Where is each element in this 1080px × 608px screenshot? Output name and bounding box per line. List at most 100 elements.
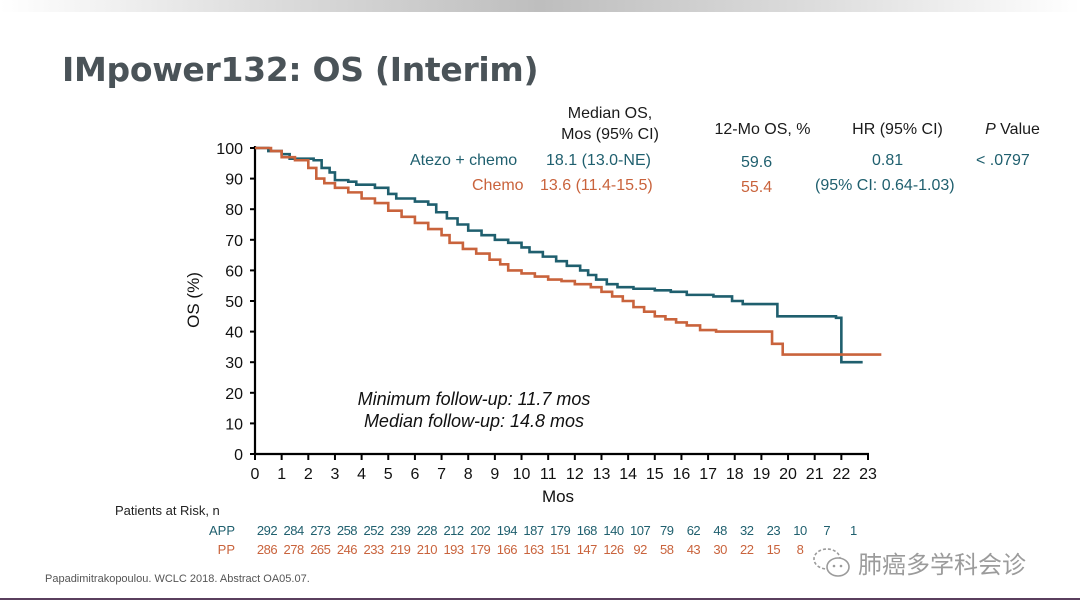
risk-value-pp: 233 [363,542,384,557]
atezo-12mo-os: 59.6 [741,154,773,171]
atezo-median-os: 18.1 (13.0-NE) [546,152,651,169]
risk-label-app: APP [208,523,235,538]
x-tick-label: 8 [464,466,473,483]
risk-value-app: 228 [416,523,438,538]
y-tick-label: 0 [234,447,243,464]
y-tick-label: 80 [225,202,243,219]
risk-value-app: 273 [310,523,331,538]
hr-ci: (95% CI: 0.64-1.03) [815,177,955,194]
risk-value-pp: 151 [550,542,571,557]
risk-value-app: 62 [686,523,701,538]
watermark: 肺癌多学科会诊 [812,545,1026,580]
risk-value-app: 79 [660,523,674,538]
risk-value-pp: 126 [603,542,624,557]
x-tick-label: 1 [277,466,286,483]
min-follow-up: Minimum follow-up: 11.7 mos [357,389,591,409]
x-tick-label: 3 [331,466,340,483]
risk-value-app: 258 [336,523,358,538]
x-tick-label: 2 [304,466,313,483]
risk-value-app: 212 [443,523,464,538]
risk-value-app: 32 [740,523,754,538]
risk-value-pp: 22 [740,542,754,557]
risk-value-app: 1 [849,523,857,538]
risk-value-app: 10 [793,523,807,538]
risk-value-pp: 265 [310,542,331,557]
risk-value-pp: 219 [390,542,411,557]
x-tick-label: 14 [619,466,637,483]
risk-value-pp: 166 [496,542,518,557]
p-value: < .0797 [976,152,1030,169]
header-p-italic: P [985,121,996,138]
chemo-median-os: 13.6 (11.4-15.5) [540,177,653,194]
x-tick-label: 23 [859,466,877,483]
follow-up-annotation: Minimum follow-up: 11.7 mos Median follo… [324,388,624,432]
header-median-os: Median OS, Mos (95% CI) [545,103,675,145]
risk-value-app: 194 [496,523,518,538]
x-tick-label: 22 [832,466,850,483]
risk-value-pp: 43 [686,542,701,557]
citation: Papadimitrakopoulou. WCLC 2018. Abstract… [45,573,310,585]
x-tick-label: 6 [410,466,419,483]
risk-value-pp: 278 [283,542,305,557]
y-tick-label: 30 [225,355,243,372]
risk-value-app: 168 [576,523,598,538]
risk-value-pp: 30 [713,542,727,557]
header-p-value: P Value [975,119,1050,140]
x-tick-label: 21 [806,466,824,483]
risk-value-pp: 163 [523,542,544,557]
risk-value-pp: 92 [633,542,647,557]
risk-value-pp: 15 [766,542,781,557]
risk-value-pp: 147 [576,542,598,557]
bottom-rule [0,598,1080,600]
x-tick-label: 13 [593,466,611,483]
header-median-line1: Median OS, [567,105,653,122]
risk-table-title: Patients at Risk, n [115,503,220,518]
legend-atezo-chemo: Atezo + chemo [410,152,518,169]
legend-chemo: Chemo [472,177,524,194]
curves [255,146,882,364]
risk-value-app: 202 [470,523,491,538]
x-tick-label: 4 [357,466,366,483]
header-12mo-os: 12-Mo OS, % [714,121,811,138]
risk-value-app: 7 [823,523,831,538]
x-tick-label: 10 [513,466,531,483]
risk-value-app: 23 [766,523,781,538]
series-chemo [255,146,882,356]
risk-value-pp: 8 [796,542,804,557]
risk-value-app: 252 [363,523,384,538]
x-tick-label: 20 [779,466,797,483]
median-follow-up: Median follow-up: 14.8 mos [363,411,585,431]
top-gradient-bar [0,0,1080,12]
risk-label-pp: PP [217,542,235,557]
x-tick-label: 17 [699,466,717,483]
risk-value-app: 107 [630,523,651,538]
y-tick-label: 90 [225,172,243,189]
slide-title: IMpower132: OS (Interim) [62,50,539,89]
x-tick-label: 0 [251,466,260,483]
risk-value-app: 179 [550,523,571,538]
wechat-icon [813,547,850,577]
y-tick-label: 70 [225,233,243,250]
y-tick-label: 10 [225,416,243,433]
y-tick-label: 60 [225,263,243,280]
risk-value-app: 292 [256,523,278,538]
x-tick-label: 16 [673,466,691,483]
x-tick-label: 19 [752,466,770,483]
risk-value-app: 187 [523,523,544,538]
header-hr: HR (95% CI) [852,121,943,138]
x-tick-label: 9 [490,466,499,483]
risk-value-app: 140 [603,523,624,538]
risk-value-app: 239 [390,523,411,538]
watermark-text: 肺癌多学科会诊 [858,551,1026,579]
chemo-12mo-os: 55.4 [741,179,773,196]
risk-value-pp: 193 [443,542,464,557]
risk-value-pp: 58 [660,542,674,557]
x-tick-label: 12 [566,466,584,483]
risk-value-app: 48 [713,523,727,538]
risk-value-app: 284 [283,523,305,538]
risk-value-pp: 210 [416,542,438,557]
x-tick-label: 7 [437,466,446,483]
header-p-rest: Value [995,121,1040,138]
